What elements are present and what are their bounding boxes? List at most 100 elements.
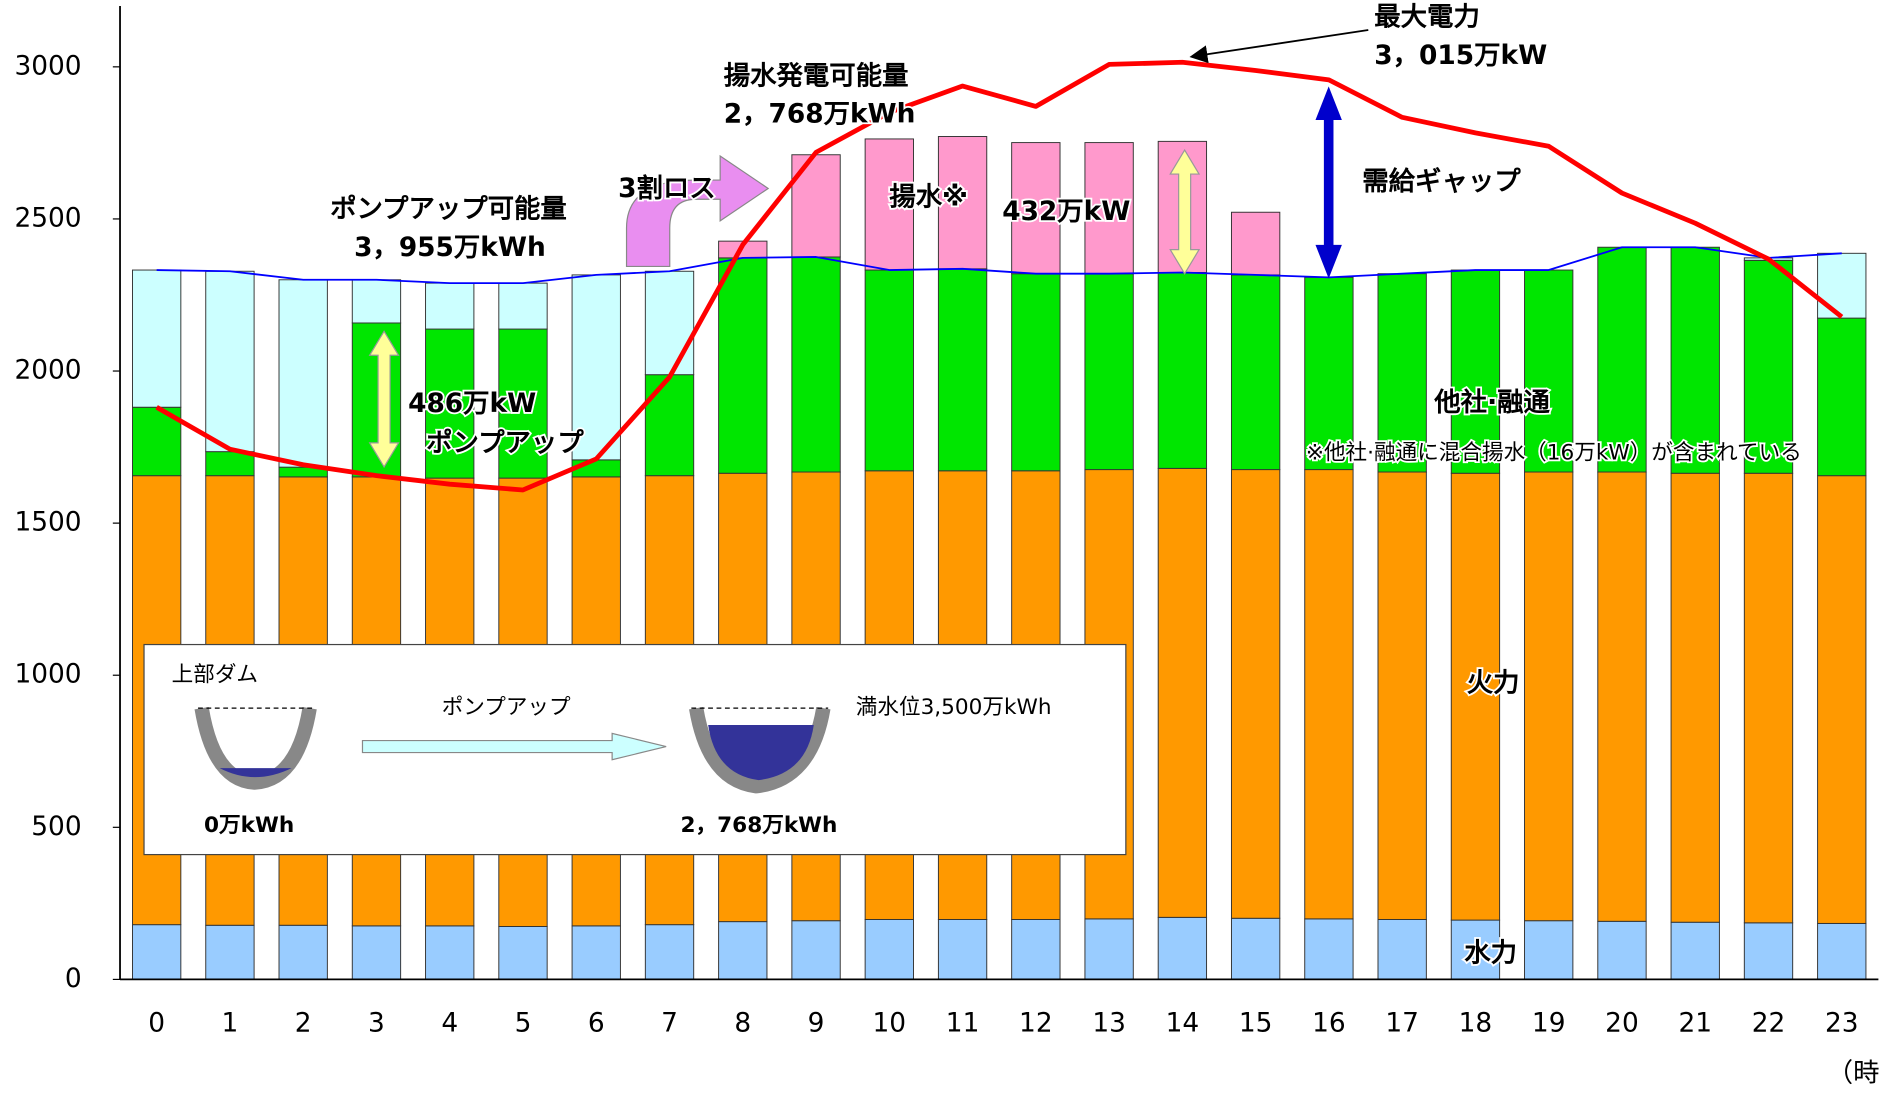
y-tick-label: 1500 — [14, 507, 81, 538]
inset-box: 上部ダム ポンプアップ 満水位3,500万kWh 0万kWh 2，768万kWh — [143, 643, 1127, 856]
bar-segment — [205, 924, 255, 980]
bar-segment — [1304, 276, 1354, 471]
bar-segment — [1084, 273, 1134, 471]
bar-segment — [1524, 471, 1574, 922]
bar-segment — [205, 270, 255, 453]
x-tick-label: 6 — [588, 1007, 605, 1038]
bar-segment — [1377, 471, 1427, 920]
x-tick-label: 9 — [808, 1007, 825, 1038]
y-tick-label: 2500 — [14, 202, 81, 233]
inset-label: 満水位3,500万kWh — [856, 695, 1052, 720]
x-tick-label: 5 — [515, 1007, 532, 1038]
bar-segment — [1157, 916, 1208, 980]
bar-segment — [1817, 922, 1867, 980]
line-series — [155, 59, 1844, 493]
bar-segment — [644, 374, 695, 477]
x-tick-label: 2 — [295, 1007, 312, 1038]
series-label: 他社·融通 — [1433, 387, 1550, 418]
bar-segment — [1011, 273, 1061, 472]
annotation: 3，955万kWh — [354, 232, 546, 263]
series-label: ポンプアップ — [426, 428, 584, 459]
series-label: 火力 — [1467, 668, 1520, 699]
bar-segment — [1377, 273, 1427, 473]
x-tick-label: 14 — [1166, 1007, 1200, 1038]
inset-label: 上部ダム — [172, 663, 258, 688]
bar-segment — [1230, 274, 1281, 471]
annotation: 486万kW — [408, 388, 536, 419]
x-tick-label: 13 — [1092, 1007, 1126, 1038]
bar-segment — [1597, 471, 1647, 922]
bar-segment — [498, 926, 548, 980]
bar-segment — [278, 279, 328, 468]
bar-segment — [1230, 917, 1281, 980]
bar-segment — [864, 919, 914, 980]
bar-segment — [937, 136, 988, 270]
annotation: ※他社·融通に混合揚水（16万kW）が含まれている — [1306, 441, 1802, 466]
x-tick-label: 15 — [1239, 1007, 1273, 1038]
bar-segment — [644, 270, 695, 376]
bar-segment — [937, 268, 988, 472]
bar-segment — [1743, 472, 1794, 924]
x-tick-label: 17 — [1385, 1007, 1419, 1038]
annotation: 揚水発電可能量 — [724, 60, 909, 91]
x-tick-label: 19 — [1532, 1007, 1566, 1038]
bar-segment — [205, 451, 255, 477]
annotation-arrows — [368, 29, 1369, 469]
annotation: ポンプアップ可能量 — [330, 194, 567, 225]
bar-segment — [1670, 472, 1720, 923]
bar-segment — [498, 282, 548, 330]
x-tick-label: 11 — [946, 1007, 980, 1038]
annotation: 需給ギャップ — [1362, 166, 1521, 197]
bar-segment — [425, 328, 475, 479]
bar-segment — [425, 282, 475, 330]
y-tick-label: 1000 — [14, 659, 81, 690]
x-tick-label: 4 — [441, 1007, 458, 1038]
annotation: 3，015万kW — [1374, 40, 1547, 71]
bar-segment — [1450, 919, 1501, 980]
bar-segment — [132, 269, 182, 408]
bar-segment — [1011, 919, 1061, 980]
bar-segment — [278, 924, 328, 980]
bar-segment — [425, 925, 475, 980]
bar-segment — [718, 921, 768, 980]
bar-segment — [1597, 246, 1647, 473]
x-tick-label: 22 — [1752, 1007, 1786, 1038]
bar-segment — [571, 925, 621, 980]
annotation: 最大電力 — [1374, 2, 1480, 33]
bar-segment — [1817, 475, 1867, 924]
bar-segment — [1743, 922, 1794, 980]
bar-segment — [1304, 469, 1354, 920]
bar-segment — [937, 919, 988, 980]
bar-segment — [1450, 472, 1501, 921]
x-tick-label: 1 — [222, 1007, 239, 1038]
x-tick-label: 12 — [1019, 1007, 1053, 1038]
x-tick-label: 16 — [1312, 1007, 1346, 1038]
bar-segment — [1597, 920, 1647, 980]
bar-segment — [864, 269, 914, 472]
annotation: 2，768万kWh — [724, 99, 916, 130]
y-tick-label: 0 — [65, 963, 82, 994]
bar-segment — [1743, 259, 1794, 474]
x-tick-label: 18 — [1459, 1007, 1493, 1038]
series-label: 水力 — [1464, 938, 1517, 969]
inset-label: 2，768万kWh — [681, 813, 838, 838]
y-tick-label: 2000 — [14, 355, 81, 386]
bar-segment — [1450, 269, 1501, 474]
bar-segment — [1817, 317, 1867, 477]
bar-segment — [1084, 918, 1134, 980]
annotation: 432万kW — [1002, 196, 1130, 227]
bar-segment — [1670, 921, 1720, 980]
bar-segment — [1524, 920, 1574, 980]
x-tick-label: 0 — [148, 1007, 165, 1038]
annotation: 3割ロス — [618, 173, 716, 204]
bar-segment — [351, 925, 402, 980]
bar-segment — [791, 920, 841, 980]
bar-segment — [1817, 252, 1867, 319]
y-tick-label: 3000 — [14, 50, 81, 81]
bar-segment — [1524, 269, 1574, 473]
bar-segment — [644, 924, 695, 980]
x-tick-label: 7 — [661, 1007, 678, 1038]
bar-segment — [1377, 919, 1427, 980]
y-tick-label: 500 — [31, 811, 81, 842]
